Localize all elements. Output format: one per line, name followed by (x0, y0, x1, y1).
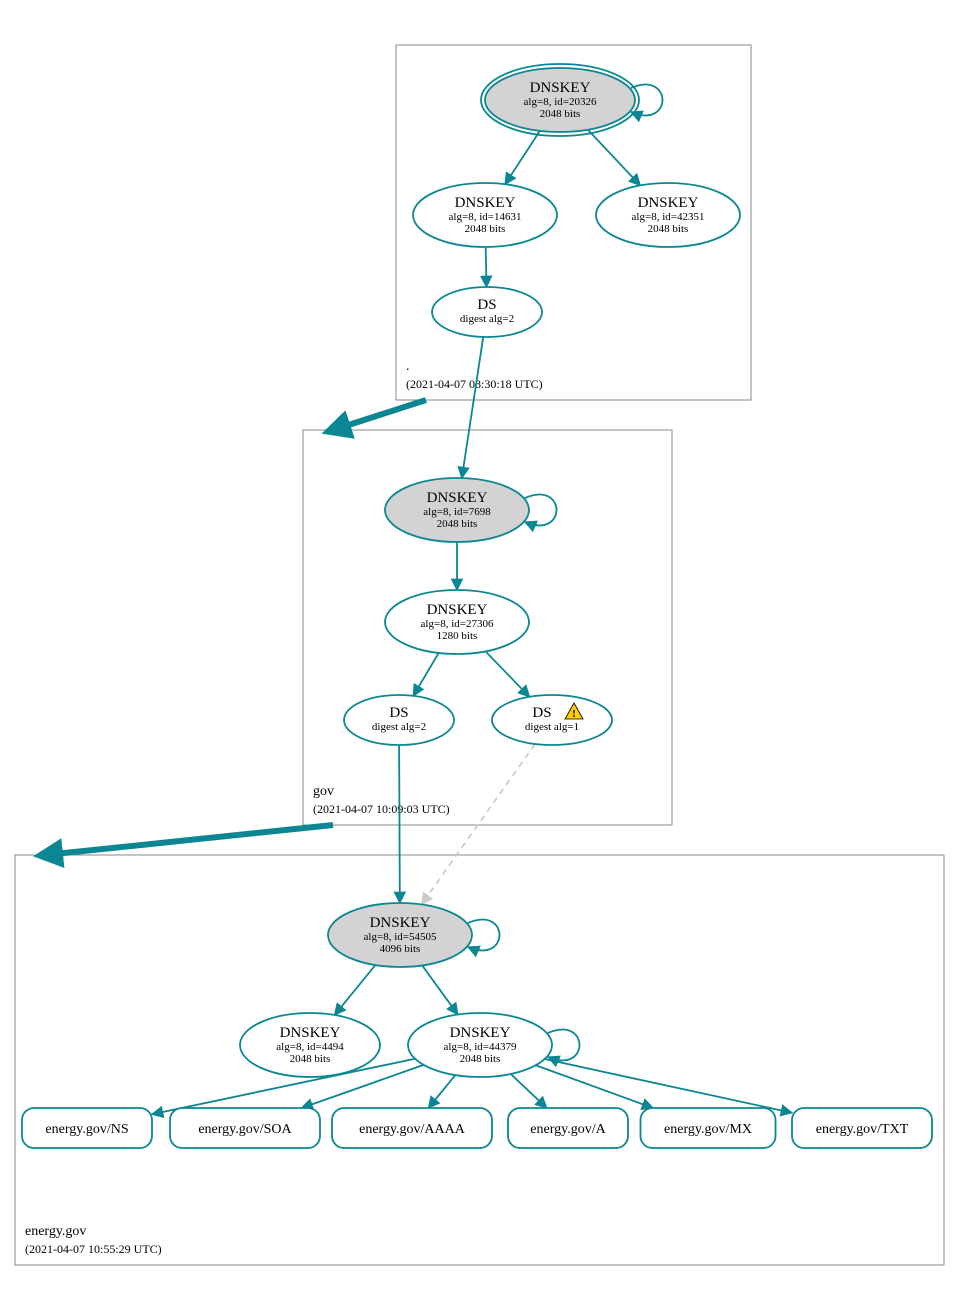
svg-text:alg=8, id=42351: alg=8, id=42351 (632, 211, 705, 223)
edge (511, 1074, 547, 1108)
node-gov-ksk: DNSKEYalg=8, id=76982048 bits (385, 478, 529, 542)
node-energy-zsk2: DNSKEYalg=8, id=443792048 bits (408, 1013, 552, 1077)
node-rr-mx: energy.gov/MX (641, 1108, 776, 1148)
svg-text:2048 bits: 2048 bits (540, 108, 581, 120)
svg-text:!: ! (572, 708, 576, 720)
zone-timestamp: (2021-04-07 08:30:18 UTC) (406, 377, 543, 391)
svg-text:energy.gov/AAAA: energy.gov/AAAA (359, 1122, 466, 1137)
svg-text:DNSKEY: DNSKEY (638, 195, 699, 211)
zone-timestamp: (2021-04-07 10:09:03 UTC) (313, 802, 450, 816)
edge (413, 653, 438, 696)
node-root-ksk: DNSKEYalg=8, id=203262048 bits (481, 64, 639, 136)
node-root-ds: DSdigest alg=2 (432, 287, 542, 337)
edge (486, 247, 487, 287)
node-rr-ns: energy.gov/NS (22, 1108, 152, 1148)
edge (399, 745, 400, 903)
edge (545, 1059, 792, 1113)
node-gov-ds2: DS!digest alg=1 (492, 695, 612, 745)
svg-text:DS: DS (477, 297, 496, 313)
svg-text:alg=8, id=54505: alg=8, id=54505 (364, 931, 437, 943)
svg-text:alg=8, id=27306: alg=8, id=27306 (421, 618, 494, 630)
edge (505, 131, 540, 184)
svg-text:alg=8, id=7698: alg=8, id=7698 (423, 506, 491, 518)
svg-text:digest alg=2: digest alg=2 (372, 721, 426, 733)
edge (588, 130, 640, 186)
node-rr-txt: energy.gov/TXT (792, 1108, 932, 1148)
node-gov-zsk: DNSKEYalg=8, id=273061280 bits (385, 590, 529, 654)
svg-text:digest alg=2: digest alg=2 (460, 313, 514, 325)
svg-text:2048 bits: 2048 bits (460, 1053, 501, 1065)
svg-text:energy.gov/A: energy.gov/A (530, 1122, 606, 1137)
svg-text:alg=8, id=14631: alg=8, id=14631 (449, 211, 522, 223)
edge (422, 965, 458, 1014)
zone-label: gov (313, 784, 334, 799)
svg-text:DNSKEY: DNSKEY (530, 80, 591, 96)
node-energy-zsk1: DNSKEYalg=8, id=44942048 bits (240, 1013, 380, 1077)
svg-text:2048 bits: 2048 bits (648, 223, 689, 235)
edge (428, 1075, 455, 1108)
svg-text:energy.gov/MX: energy.gov/MX (664, 1122, 752, 1137)
svg-text:alg=8, id=44379: alg=8, id=44379 (444, 1041, 517, 1053)
svg-text:DNSKEY: DNSKEY (450, 1025, 511, 1041)
svg-text:DNSKEY: DNSKEY (427, 602, 488, 618)
edge (462, 337, 483, 478)
svg-text:DNSKEY: DNSKEY (455, 195, 516, 211)
svg-text:2048 bits: 2048 bits (465, 223, 506, 235)
svg-text:DNSKEY: DNSKEY (280, 1025, 341, 1041)
svg-text:alg=8, id=20326: alg=8, id=20326 (524, 96, 597, 108)
edge (485, 651, 529, 696)
svg-text:2048 bits: 2048 bits (290, 1053, 331, 1065)
node-rr-a: energy.gov/A (508, 1108, 628, 1148)
svg-text:energy.gov/SOA: energy.gov/SOA (198, 1122, 292, 1137)
node-energy-ksk: DNSKEYalg=8, id=545054096 bits (328, 903, 472, 967)
svg-text:DNSKEY: DNSKEY (427, 490, 488, 506)
svg-text:digest alg=1: digest alg=1 (525, 721, 579, 733)
svg-text:DS: DS (389, 705, 408, 721)
edge (536, 1065, 653, 1108)
dnssec-diagram: . (2021-04-07 08:30:18 UTC) gov (2021-04-07… (0, 0, 972, 1299)
zone-label: . (406, 359, 410, 374)
node-rr-soa: energy.gov/SOA (170, 1108, 320, 1148)
svg-text:4096 bits: 4096 bits (380, 943, 421, 955)
svg-text:energy.gov/NS: energy.gov/NS (45, 1122, 128, 1137)
node-root-zsk2: DNSKEYalg=8, id=423512048 bits (596, 183, 740, 247)
zone-label: energy.gov (25, 1224, 86, 1239)
edge (422, 744, 535, 904)
svg-text:DS: DS (532, 705, 551, 721)
zone-timestamp: (2021-04-07 10:55:29 UTC) (25, 1242, 162, 1256)
svg-text:energy.gov/TXT: energy.gov/TXT (816, 1122, 909, 1137)
node-gov-ds1: DSdigest alg=2 (344, 695, 454, 745)
zone-arrow (333, 400, 426, 430)
zone-arrow (45, 825, 333, 855)
node-root-zsk1: DNSKEYalg=8, id=146312048 bits (413, 183, 557, 247)
node-rr-aaaa: energy.gov/AAAA (332, 1108, 492, 1148)
edge (335, 965, 376, 1015)
svg-text:1280 bits: 1280 bits (437, 630, 478, 642)
svg-text:alg=8, id=4494: alg=8, id=4494 (276, 1041, 344, 1053)
svg-text:2048 bits: 2048 bits (437, 518, 478, 530)
svg-text:DNSKEY: DNSKEY (370, 915, 431, 931)
